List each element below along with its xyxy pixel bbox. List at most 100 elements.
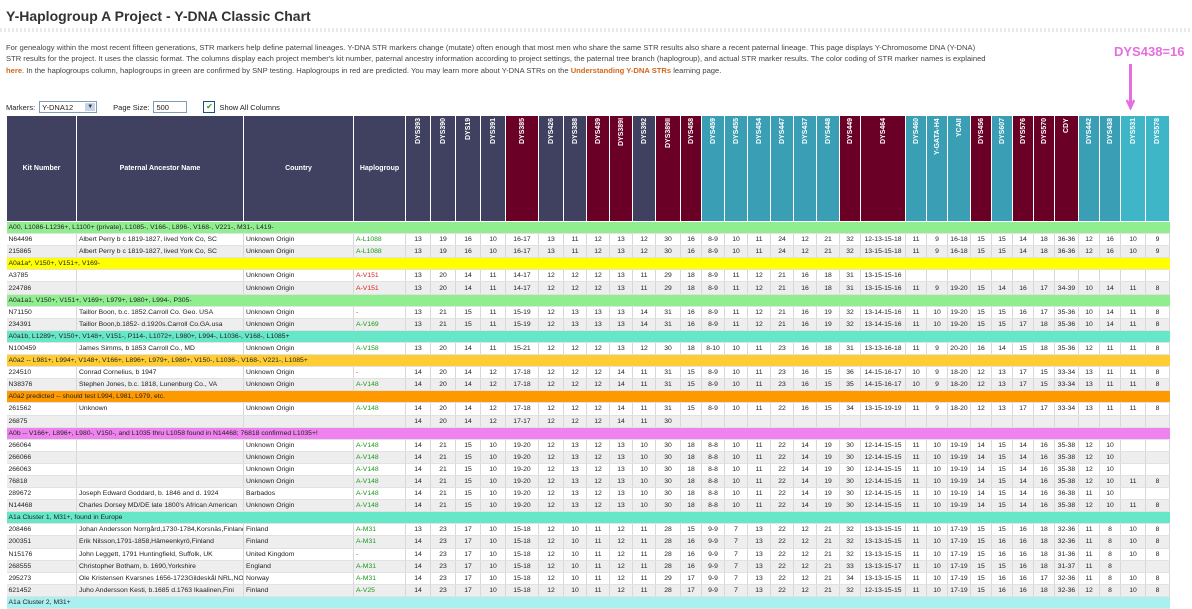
marker-value-cell: 22	[770, 584, 794, 597]
column-header-dys385[interactable]: DYS385	[505, 115, 539, 222]
marker-value-cell: 23	[430, 584, 456, 597]
column-header-dys454[interactable]: DYS454	[747, 115, 771, 222]
marker-value-cell: 16	[680, 233, 702, 247]
page-size-input[interactable]: 500	[153, 101, 188, 113]
marker-value-cell: 16	[1033, 451, 1055, 464]
column-header-dys531[interactable]: DYS531	[1120, 115, 1146, 222]
column-header-dys448[interactable]: DYS448	[816, 115, 840, 222]
marker-value-cell: 31	[655, 402, 681, 416]
column-header-dys393[interactable]: DYS393	[405, 115, 431, 222]
column-header-dys449[interactable]: DYS449	[839, 115, 861, 222]
column-header-country[interactable]: Country	[243, 115, 354, 222]
column-header-dys459[interactable]: DYS459	[701, 115, 725, 222]
marker-value-cell: 15	[970, 318, 992, 331]
marker-value-cell: 21	[816, 560, 840, 573]
marker-value-cell: 16	[793, 306, 817, 319]
column-header-dys460[interactable]: DYS460	[905, 115, 927, 222]
marker-value-cell: 15	[680, 523, 702, 537]
column-header-dys456[interactable]: DYS456	[970, 115, 992, 222]
marker-value-cell: 10	[1099, 463, 1121, 476]
marker-value-cell: 11	[632, 415, 656, 428]
column-header-dys442[interactable]: DYS442	[1078, 115, 1100, 222]
column-header-dys19[interactable]: DYS19	[455, 115, 481, 222]
marker-value-cell: 18	[1033, 523, 1055, 537]
marker-value-cell: 13	[563, 451, 587, 464]
color-coding-link[interactable]: here	[6, 65, 23, 75]
column-header-dys426[interactable]: DYS426	[538, 115, 564, 222]
marker-value-cell: 30	[839, 487, 861, 501]
column-header-dys578[interactable]: DYS578	[1145, 115, 1170, 222]
marker-value-cell: 16	[680, 318, 702, 331]
marker-value-cell: 11	[632, 402, 656, 416]
marker-value-cell: 17-17	[505, 415, 539, 428]
column-header-paternal-ancestor-name[interactable]: Paternal Ancestor Name	[76, 115, 244, 222]
marker-value-cell: 15	[970, 233, 992, 247]
marker-value-cell: 14	[455, 366, 481, 380]
marker-value-cell: 30	[839, 439, 861, 452]
column-header-dys388[interactable]: DYS388	[563, 115, 587, 222]
show-all-columns-checkbox[interactable]: ✔	[203, 101, 216, 113]
marker-value-cell	[1120, 439, 1146, 452]
marker-value-cell: 11	[632, 269, 656, 283]
marker-value-cell: 20	[430, 402, 456, 416]
group-label: A0a1b, L1289+, V150+, V148+, V151-, P114…	[6, 330, 1170, 343]
marker-value-cell: 16	[455, 233, 481, 247]
column-header-dys437[interactable]: DYS437	[793, 115, 817, 222]
marker-value-cell: 17-19	[947, 523, 971, 537]
column-header-dys438[interactable]: DYS438	[1099, 115, 1121, 222]
marker-value-cell: 15	[455, 318, 481, 331]
marker-value-cell: 11	[905, 318, 927, 331]
marker-value-cell: 13	[405, 233, 431, 247]
column-header-dys392[interactable]: DYS392	[632, 115, 656, 222]
marker-value-cell: 14	[405, 475, 431, 489]
haplogroup-group-row: A0a1a1, V150+, V151+, V169+, L979+, L980…	[6, 294, 1170, 307]
column-header-dys447[interactable]: DYS447	[770, 115, 794, 222]
column-header-dys464[interactable]: DYS464	[860, 115, 906, 222]
marker-value-cell: 7	[724, 548, 748, 561]
marker-value-cell: 8-9	[701, 402, 725, 416]
understanding-strs-link[interactable]: Understanding Y-DNA STRs	[570, 65, 672, 75]
marker-value-cell: 12	[1078, 584, 1100, 597]
column-header-cdy[interactable]: CDY	[1054, 115, 1079, 222]
column-header-dys455[interactable]: DYS455	[724, 115, 748, 222]
marker-value-cell: 12	[538, 475, 564, 489]
marker-value-cell: 13	[1078, 402, 1100, 416]
marker-value-cell: 17	[1012, 402, 1034, 416]
marker-value-cell: 11	[632, 523, 656, 537]
column-header-dys439[interactable]: DYS439	[586, 115, 610, 222]
marker-value-cell: 10	[724, 487, 748, 501]
marker-value-cell: 15	[970, 523, 992, 537]
column-header-dys570[interactable]: DYS570	[1033, 115, 1055, 222]
country-cell: Unknown Origin	[243, 245, 354, 259]
down-arrow-icon	[1126, 64, 1135, 110]
marker-value-cell: 12	[747, 318, 771, 331]
marker-label: DYS578	[1154, 118, 1161, 145]
column-header-haplogroup[interactable]: Haplogroup	[353, 115, 406, 222]
column-header-y-gata-h4[interactable]: Y-GATA-H4	[926, 115, 948, 222]
marker-value-cell: 36-38	[1054, 487, 1079, 501]
column-header-kit-number[interactable]: Kit Number	[6, 115, 77, 222]
marker-value-cell: 11	[747, 245, 771, 259]
column-header-ycaii[interactable]: YCAII	[947, 115, 971, 222]
column-header-dys607[interactable]: DYS607	[991, 115, 1013, 222]
column-header-dys391[interactable]: DYS391	[480, 115, 506, 222]
column-header-dys458[interactable]: DYS458	[680, 115, 702, 222]
column-header-dys389ii[interactable]: DYS389II	[655, 115, 681, 222]
marker-value-cell: 19-19	[947, 463, 971, 476]
marker-value-cell: 17	[1012, 378, 1034, 392]
haplogroup-group-row: A0a2 -- L981+, L994+, V148+, V166+, L896…	[6, 354, 1170, 368]
marker-value-cell: 11	[724, 281, 748, 295]
markers-select[interactable]: Y-DNA12 ▼	[39, 101, 98, 113]
marker-value-cell: 15	[816, 366, 840, 380]
chevron-down-icon[interactable]: ▼	[85, 103, 96, 111]
column-header-dys576[interactable]: DYS576	[1012, 115, 1034, 222]
marker-value-cell: 13-15-19-19	[860, 402, 906, 416]
marker-value-cell: 9	[926, 402, 948, 416]
marker-value-cell: 33	[839, 560, 861, 573]
marker-value-cell: 19-20	[947, 281, 971, 295]
marker-value-cell: 16	[680, 535, 702, 549]
marker-value-cell: 21	[430, 463, 456, 476]
column-header-dys389i[interactable]: DYS389I	[609, 115, 633, 222]
column-header-dys390[interactable]: DYS390	[430, 115, 456, 222]
marker-value-cell: 13	[747, 560, 771, 573]
